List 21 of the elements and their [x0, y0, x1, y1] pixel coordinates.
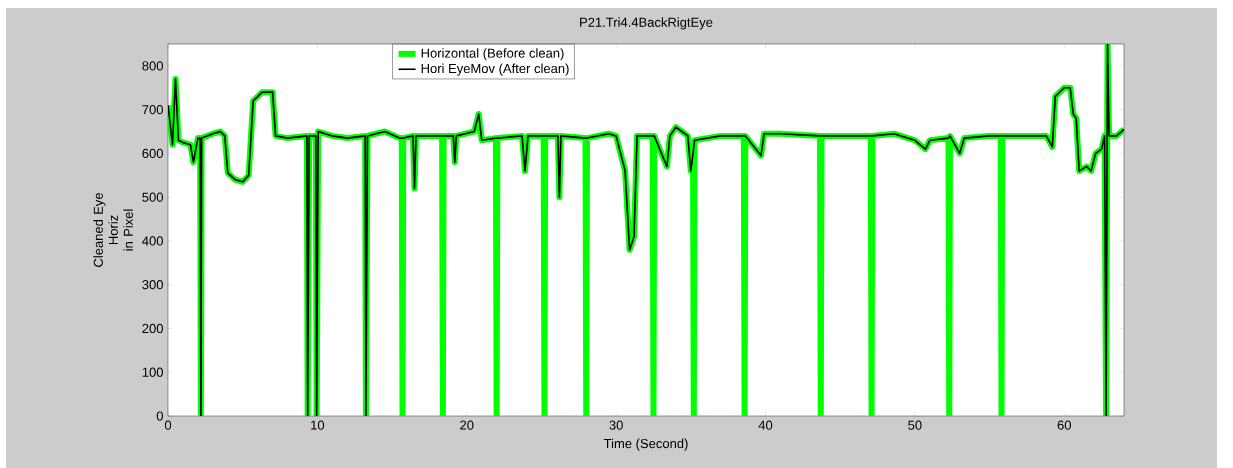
- x-tick-label: 0: [164, 420, 172, 430]
- x-axis-title: Time (Second): [603, 438, 688, 451]
- y-tick-label: 800: [142, 61, 163, 71]
- x-tick-label: 20: [460, 420, 474, 430]
- x-tick-label: 50: [908, 420, 922, 430]
- x-tick-label: 60: [1057, 420, 1071, 430]
- y-tick-label: 0: [156, 411, 163, 421]
- x-tick-label: 30: [609, 420, 623, 430]
- legend-label: Hori EyeMov (After clean): [421, 63, 569, 76]
- x-tick-label: 10: [311, 420, 325, 430]
- y-tick-label: 500: [142, 192, 163, 202]
- y-axis-title: Cleaned Eye Horiz in Pixel: [93, 193, 133, 267]
- legend-label: Horizontal (Before clean): [421, 48, 564, 61]
- x-tick-label: 40: [758, 420, 773, 430]
- y-tick-label: 600: [142, 148, 163, 159]
- y-tick-label: 200: [142, 323, 163, 334]
- y-tick-label: 300: [142, 280, 163, 290]
- y-tick-label: 100: [142, 367, 163, 377]
- chart-title: P21.Tri4.4BackRigtEye: [580, 17, 713, 30]
- y-tick-label: 400: [142, 236, 163, 246]
- y-tick-label: 700: [142, 105, 163, 115]
